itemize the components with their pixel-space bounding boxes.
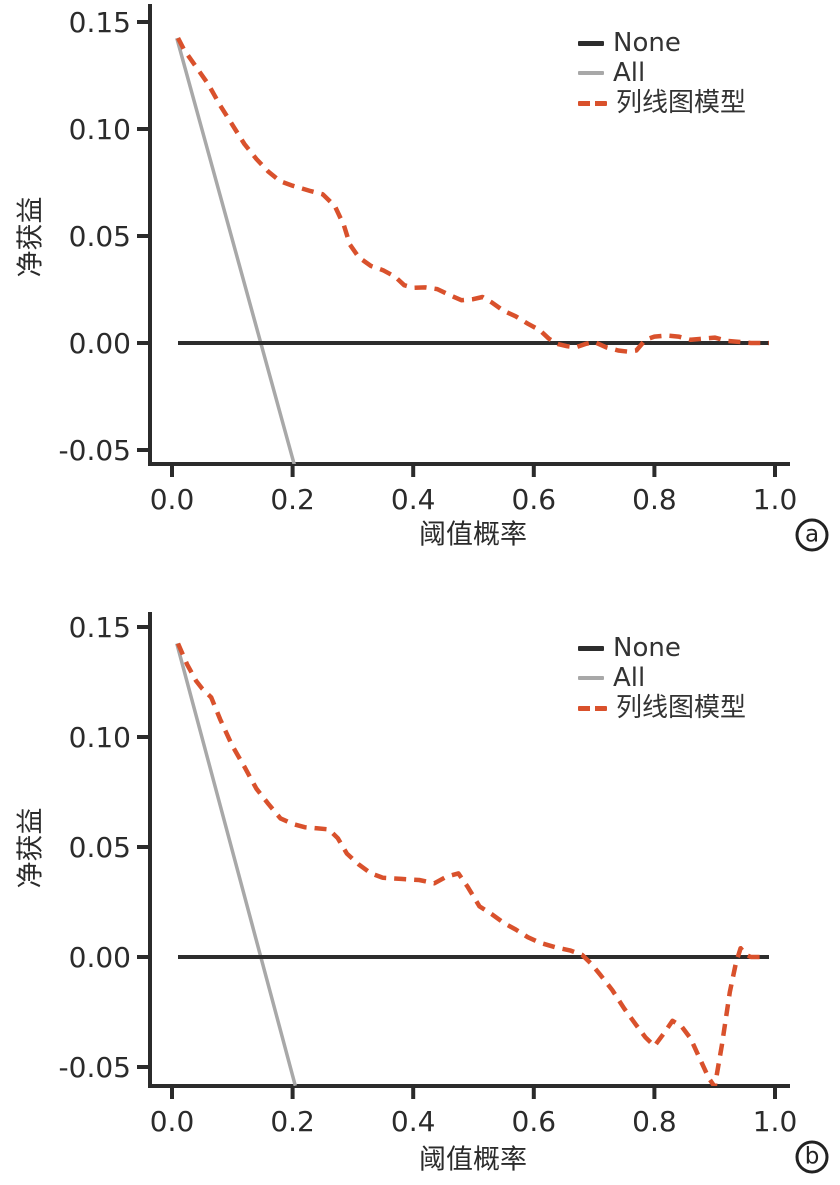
legend-item-model: 列线图模型: [578, 88, 746, 118]
series-all-a: [175, 37, 296, 464]
y-tick-label: 0.15: [69, 611, 131, 644]
y-tick-label: 0.00: [69, 327, 131, 360]
series-model-a: [176, 37, 769, 354]
y-tick-label: 0.10: [69, 113, 131, 146]
none-line-swatch-icon: [578, 40, 604, 46]
legend-label-model: 列线图模型: [616, 693, 747, 723]
y-tick-label: 0.15: [69, 6, 131, 39]
y-tick-label: 0.05: [69, 220, 131, 253]
y-axis-title-b: 净获益: [15, 807, 47, 889]
x-tick-label: 0.8: [632, 1105, 677, 1138]
y-tick-label: -0.05: [59, 1051, 131, 1084]
legend-label-none: None: [613, 633, 681, 663]
legend-item-all: All: [578, 58, 746, 88]
x-tick-label: 0.4: [391, 1105, 436, 1138]
panel-label-a: a: [795, 518, 829, 552]
x-tick-label: 0.8: [632, 483, 677, 516]
y-axis-title-a: 净获益: [15, 196, 47, 278]
y-tick-label: 0.10: [69, 721, 131, 754]
legend-item-all: All: [578, 663, 746, 693]
x-tick-label: 0.4: [391, 483, 436, 516]
legend-item-model: 列线图模型: [578, 693, 746, 723]
x-tick-label: 0.6: [512, 1105, 557, 1138]
legend-a: None All 列线图模型: [578, 28, 746, 118]
y-tick-label: 0.05: [69, 831, 131, 864]
legend-label-all: All: [613, 58, 646, 88]
y-tick-label: 0.00: [69, 941, 131, 974]
legend-label-model: 列线图模型: [616, 88, 747, 118]
x-axis-title-a: 阈值概率: [419, 519, 527, 551]
none-line-swatch-icon: [578, 645, 604, 651]
legend-label-none: None: [613, 28, 681, 58]
panel-label-b: b: [795, 1140, 829, 1174]
x-tick-label: 0.6: [512, 483, 557, 516]
legend-item-none: None: [578, 28, 746, 58]
x-tick-label: 0.0: [150, 483, 195, 516]
model-dashed-swatch-icon: [578, 705, 607, 711]
model-dashed-swatch-icon: [578, 100, 607, 106]
all-line-swatch-icon: [578, 676, 604, 680]
y-tick-label: -0.05: [59, 434, 131, 467]
x-tick-label: 0.0: [150, 1105, 195, 1138]
series-all-b: [175, 643, 297, 1086]
legend-item-none: None: [578, 633, 746, 663]
x-tick-label: 1.0: [753, 483, 798, 516]
x-tick-label: 0.2: [270, 483, 315, 516]
legend-label-all: All: [613, 663, 646, 693]
x-axis-title-b: 阈值概率: [419, 1144, 527, 1176]
x-tick-label: 1.0: [753, 1105, 798, 1138]
legend-b: None All 列线图模型: [578, 633, 746, 723]
series-model-b: [175, 642, 766, 1086]
x-tick-label: 0.2: [270, 1105, 315, 1138]
all-line-swatch-icon: [578, 71, 604, 75]
